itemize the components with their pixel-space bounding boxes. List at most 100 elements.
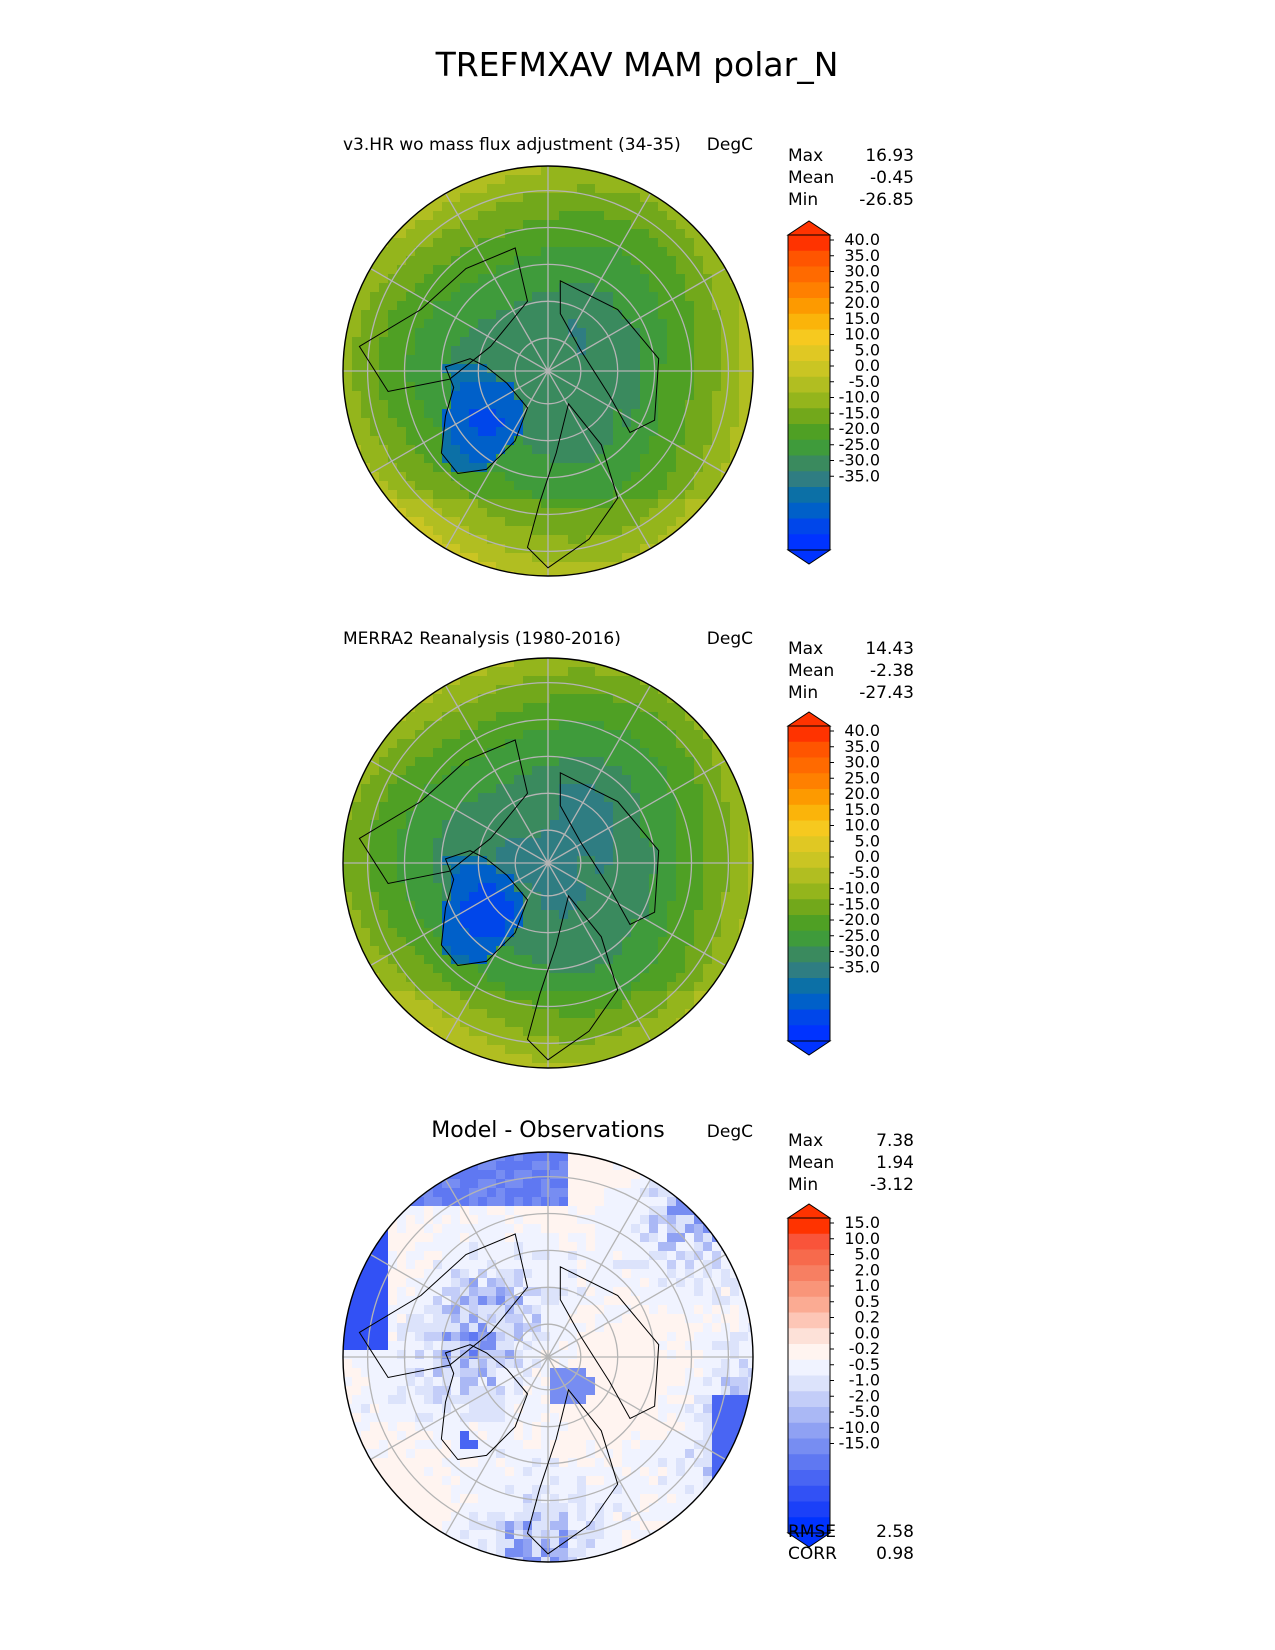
field-cell xyxy=(649,1224,659,1234)
field-cell xyxy=(532,1323,542,1333)
field-cell xyxy=(514,1359,524,1369)
field-cell xyxy=(613,355,623,365)
field-cell xyxy=(379,1242,389,1252)
field-cell xyxy=(523,436,533,446)
field-cell xyxy=(694,256,704,266)
field-cell xyxy=(478,409,488,419)
field-cell xyxy=(406,328,416,338)
field-cell xyxy=(361,937,371,947)
field-cell xyxy=(496,721,506,731)
field-cell xyxy=(640,364,650,374)
field-cell xyxy=(667,928,677,938)
field-cell xyxy=(532,991,542,1001)
field-cell xyxy=(496,1054,506,1064)
field-cell xyxy=(514,1539,524,1549)
field-cell xyxy=(622,991,632,1001)
field-cell xyxy=(424,1296,434,1306)
field-cell xyxy=(343,364,353,374)
field-cell xyxy=(523,1485,533,1495)
field-cell xyxy=(631,883,641,893)
field-cell xyxy=(658,1215,668,1225)
field-cell xyxy=(487,928,497,938)
field-cell xyxy=(703,247,713,257)
field-cell xyxy=(469,382,479,392)
field-cell xyxy=(343,328,353,338)
field-cell xyxy=(559,1251,569,1261)
field-cell xyxy=(559,1054,569,1064)
field-cell xyxy=(532,166,542,176)
field-cell xyxy=(622,1512,632,1522)
field-cell xyxy=(703,757,713,767)
field-cell xyxy=(424,721,434,731)
field-cell xyxy=(586,526,596,536)
field-cell xyxy=(424,310,434,320)
field-cell xyxy=(550,1467,560,1477)
field-cell xyxy=(532,1179,542,1189)
field-cell xyxy=(541,937,551,947)
field-cell xyxy=(478,847,488,857)
field-cell xyxy=(613,1000,623,1010)
field-cell xyxy=(577,1377,587,1387)
field-cell xyxy=(451,517,461,527)
meridian-line xyxy=(547,759,726,864)
field-cell xyxy=(541,220,551,230)
field-cell xyxy=(550,1404,560,1414)
field-cell xyxy=(478,553,488,563)
field-cell xyxy=(685,775,695,785)
field-cell xyxy=(577,1314,587,1324)
field-cell xyxy=(379,1233,389,1243)
field-cell xyxy=(604,739,614,749)
field-cell xyxy=(505,265,515,275)
field-cell xyxy=(685,793,695,803)
field-cell xyxy=(568,1521,578,1531)
field-cell xyxy=(424,793,434,803)
field-cell xyxy=(613,193,623,203)
field-cell xyxy=(748,865,753,875)
field-cell xyxy=(685,721,695,731)
field-cell xyxy=(694,892,704,902)
field-cell xyxy=(352,1368,362,1378)
field-cell xyxy=(631,472,641,482)
stats-box: Max 16.93 Mean -0.45 Min -26.85 xyxy=(788,146,914,210)
field-cell xyxy=(469,766,479,776)
field-cell xyxy=(460,355,470,365)
field-cell xyxy=(406,1323,416,1333)
field-cell xyxy=(559,202,569,212)
field-cell xyxy=(496,382,506,392)
field-cell xyxy=(478,184,488,194)
field-cell xyxy=(559,364,569,374)
field-cell xyxy=(451,1521,461,1531)
field-cell xyxy=(748,319,753,329)
field-cell xyxy=(451,721,461,731)
field-cell xyxy=(568,1009,578,1019)
field-cell xyxy=(559,955,569,965)
field-cell xyxy=(676,883,686,893)
field-cell xyxy=(487,1413,497,1423)
field-cell xyxy=(595,1413,605,1423)
field-cell xyxy=(460,1260,470,1270)
field-cell xyxy=(685,748,695,758)
stat-label: Min xyxy=(788,190,818,210)
field-cell xyxy=(613,919,623,929)
field-cell xyxy=(604,256,614,266)
field-cell xyxy=(460,319,470,329)
field-cell xyxy=(352,820,362,830)
field-cell xyxy=(559,1027,569,1037)
field-cell xyxy=(667,499,677,509)
field-cell xyxy=(658,784,668,794)
field-cell xyxy=(649,1512,659,1522)
field-cell xyxy=(658,694,668,704)
field-cell xyxy=(505,1386,515,1396)
field-cell xyxy=(379,265,389,275)
field-cell xyxy=(415,910,425,920)
field-cell xyxy=(649,838,659,848)
field-cell xyxy=(424,427,434,437)
field-cell xyxy=(622,1521,632,1531)
field-cell xyxy=(532,1386,542,1396)
field-cell xyxy=(595,730,605,740)
field-cell xyxy=(523,676,533,686)
field-cell xyxy=(505,1161,515,1171)
field-cell xyxy=(640,910,650,920)
field-cell xyxy=(559,445,569,455)
field-cell xyxy=(541,1377,551,1387)
